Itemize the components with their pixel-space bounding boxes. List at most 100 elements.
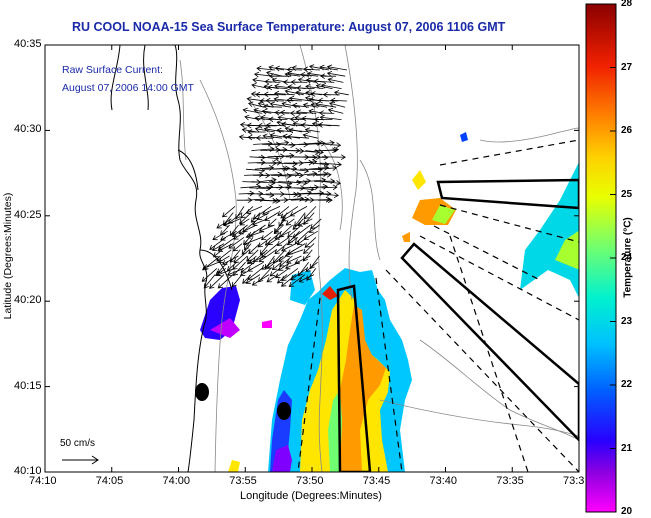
current-arrow	[203, 261, 219, 270]
y-tick-label: 40:30	[14, 123, 42, 136]
sst-patch-green-small	[432, 205, 455, 224]
current-arrow	[245, 196, 265, 203]
current-arrow	[217, 274, 234, 289]
current-arrow	[306, 268, 317, 281]
dash-line-3	[385, 269, 579, 472]
coastline	[110, 45, 233, 472]
current-arrow	[317, 122, 340, 128]
current-arrow	[308, 164, 330, 171]
current-arrow	[242, 274, 252, 284]
current-arrow	[244, 114, 261, 121]
isobath-8	[319, 139, 343, 231]
colorbar-tick-label: 28	[621, 0, 633, 9]
dash-line-7	[439, 139, 579, 166]
current-arrow	[245, 230, 264, 239]
current-arrow	[287, 224, 302, 238]
current-arrow	[290, 268, 308, 281]
current-arrow	[263, 103, 283, 110]
y-tick-label: 40:35	[14, 38, 42, 50]
x-tick-label: 73:55	[229, 475, 257, 487]
current-arrow	[212, 230, 228, 241]
current-arrow	[269, 101, 292, 108]
colorbar-tick-label: 24	[621, 252, 633, 263]
current-arrow	[239, 268, 254, 276]
x-tick-label: 73:45	[362, 475, 391, 487]
current-arrow	[247, 129, 266, 135]
current-arrow	[318, 110, 335, 116]
current-arrow	[203, 274, 216, 289]
current-arrow	[320, 82, 342, 89]
current-arrow	[254, 165, 275, 171]
current-arrow	[301, 190, 325, 197]
current-arrow	[296, 237, 308, 246]
scale-arrow	[62, 455, 99, 465]
colorbar-ticks	[610, 3, 616, 513]
current-arrow	[277, 206, 290, 216]
axis-ticks	[44, 44, 580, 473]
current-arrow	[294, 255, 311, 265]
current-arrow	[310, 102, 328, 108]
current-arrow	[304, 237, 317, 248]
current-arrow	[272, 165, 291, 172]
current-arrow	[261, 261, 273, 270]
current-arrow	[269, 146, 288, 153]
isobath-4	[179, 59, 187, 161]
current-arrow	[238, 190, 255, 197]
dash-line-4	[419, 235, 579, 321]
sst-patch-blue-speck	[460, 132, 468, 142]
current-arrow	[212, 243, 225, 251]
dash-line-8	[449, 235, 529, 472]
current-arrow	[269, 132, 292, 139]
current-arrow	[327, 77, 344, 83]
current-arrow	[288, 127, 311, 134]
current-arrow	[321, 154, 346, 161]
current-arrow	[265, 159, 282, 166]
current-arrow	[312, 183, 329, 190]
current-label-line1: Raw Surface Current:	[62, 64, 163, 76]
current-arrow	[273, 90, 295, 97]
isobath-10	[479, 127, 579, 143]
current-arrow	[231, 274, 243, 288]
current-arrow	[326, 64, 348, 71]
current-arrow	[303, 206, 317, 220]
current-arrow	[247, 190, 264, 197]
current-arrow	[308, 224, 320, 233]
current-arrow	[290, 196, 310, 203]
current-arrow	[248, 243, 261, 255]
dash-line-6	[439, 204, 579, 243]
current-arrow	[325, 142, 342, 148]
current-arrow	[233, 230, 246, 240]
sst-red-spot	[322, 286, 338, 300]
current-arrow	[269, 268, 281, 277]
current-arrow	[298, 274, 315, 283]
current-arrow	[290, 79, 308, 85]
current-arrow	[254, 126, 275, 133]
colorbar-tick-label: 22	[621, 379, 633, 390]
current-arrow	[297, 218, 313, 227]
current-arrow	[303, 243, 315, 254]
y-tick-label: 40:15	[14, 379, 42, 392]
colorbar-tick-label: 21	[621, 442, 633, 454]
current-arrow	[292, 218, 304, 230]
current-arrow	[288, 274, 306, 287]
x-tick-label: 74:05	[95, 475, 124, 487]
current-arrow	[329, 101, 346, 108]
current-arrow	[229, 249, 241, 263]
current-arrow	[287, 133, 310, 140]
current-arrow	[298, 140, 322, 146]
current-arrow	[307, 171, 329, 177]
current-arrow	[317, 197, 333, 204]
current-arrow	[292, 190, 313, 197]
current-arrow	[319, 161, 343, 168]
current-arrow	[251, 180, 276, 186]
current-arrow	[218, 255, 230, 263]
current-arrow	[307, 71, 328, 77]
sst-orange-band	[336, 305, 386, 472]
current-arrow	[305, 84, 324, 90]
current-arrow	[267, 218, 277, 227]
sst-spot-small	[262, 320, 272, 328]
x-tick-label: 74:00	[162, 475, 191, 487]
isobaths	[179, 45, 579, 472]
current-arrow	[226, 268, 244, 277]
current-arrow	[271, 261, 282, 271]
